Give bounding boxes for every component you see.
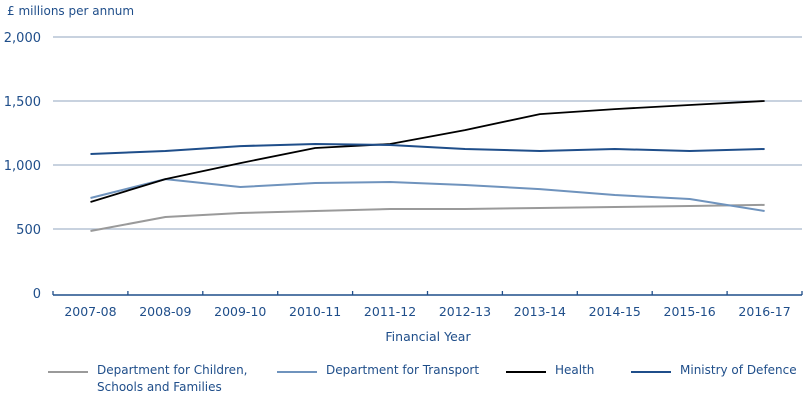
gridlines — [53, 36, 802, 230]
y-tick-label: 0 — [33, 287, 41, 302]
y-axis-ticks: 0 500 1,000 1,500 2,000 — [4, 31, 41, 302]
legend-item: Department for Children, Schools and Fam… — [48, 362, 248, 396]
legend-item: Department for Transport — [277, 362, 479, 379]
legend-swatch — [506, 371, 546, 373]
series-lines — [90, 100, 765, 232]
line-chart: 0 500 1,000 1,500 2,000 2007-08 2008-09 2009-1… — [4, 31, 803, 344]
series-line-2 — [90, 100, 765, 203]
x-tick-label: 2016-17 — [738, 304, 790, 319]
x-tick-label: 2012-13 — [439, 304, 491, 319]
x-tick-label: 2009-10 — [214, 304, 266, 319]
x-tick-label: 2014-15 — [589, 304, 641, 319]
y-tick-label: 1,000 — [4, 159, 41, 174]
legend-label: Department for Children, Schools and Fam… — [97, 363, 248, 394]
legend-swatch — [277, 371, 317, 373]
x-axis-label: Financial Year — [385, 329, 471, 344]
x-tick-label: 2011-12 — [364, 304, 416, 319]
y-tick-label: 500 — [16, 223, 41, 238]
y-tick-label: 2,000 — [4, 31, 41, 46]
series-line-0 — [90, 203, 765, 232]
series-line-3 — [90, 143, 765, 155]
x-axis: 2007-08 2008-09 2009-10 2010-11 2011-12 2012-… — [52, 291, 803, 319]
series-line-1 — [90, 178, 765, 212]
legend-item: Ministry of Defence — [631, 362, 797, 379]
legend-label: Ministry of Defence — [680, 363, 797, 377]
legend-label: Health — [555, 363, 595, 377]
legend-item: Health — [506, 362, 594, 379]
legend-swatch — [48, 371, 88, 373]
y-axis-unit-label: £ millions per annum — [7, 4, 135, 18]
x-tick-label: 2015-16 — [664, 304, 716, 319]
y-tick-label: 1,500 — [4, 95, 41, 110]
x-tick-label: 2008-09 — [139, 304, 191, 319]
legend-swatch — [631, 371, 671, 373]
legend: Department for Children, Schools and Fam… — [0, 362, 812, 400]
x-tick-label: 2007-08 — [64, 304, 116, 319]
x-tick-label: 2013-14 — [514, 304, 566, 319]
x-tick-label: 2010-11 — [289, 304, 341, 319]
legend-label: Department for Transport — [326, 363, 480, 377]
